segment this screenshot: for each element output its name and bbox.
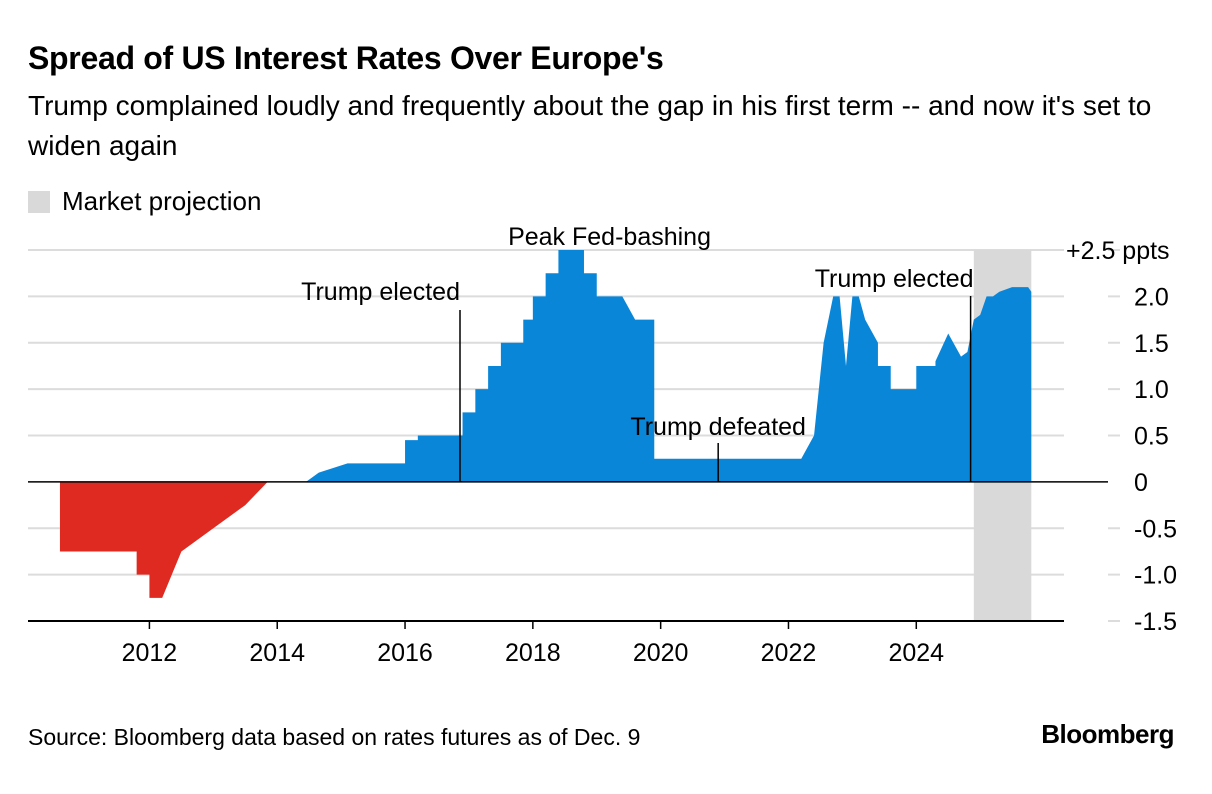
- annotation-trump-defeated: Trump defeated: [630, 413, 806, 441]
- x-tick-label: 2014: [249, 639, 305, 667]
- y-tick-labels: +2.5 ppts 2.0 1.5 1.0 0.5 0 -0.5 -1.0 -1.5: [1066, 237, 1177, 636]
- y-tick-label: +2.5 ppts: [1066, 237, 1170, 265]
- x-tick-label: 2020: [633, 639, 689, 667]
- axis-layer: [28, 481, 1108, 622]
- x-tick-label: 2022: [761, 639, 817, 667]
- legend-swatch: [28, 190, 50, 213]
- positive-area: [59, 250, 1032, 482]
- x-tick-label: 2012: [122, 639, 178, 667]
- y-tick-label: 1.0: [1134, 376, 1169, 404]
- y-tick-label: 1.5: [1134, 330, 1169, 358]
- negative-area: [59, 481, 1032, 598]
- y-tick-label: -1.0: [1134, 562, 1177, 590]
- source-note: Source: Bloomberg data based on rates fu…: [28, 724, 641, 750]
- y-tick-label: 0.5: [1134, 423, 1169, 451]
- y-tick-label: 0: [1134, 469, 1148, 497]
- x-tick-label: 2024: [888, 639, 944, 667]
- x-tick-labels: 2012 2014 2016 2018 2020 2022 2024: [122, 621, 944, 667]
- y-tick-label: 2.0: [1134, 283, 1169, 311]
- x-tick-label: 2016: [377, 639, 433, 667]
- y-tick-label: -0.5: [1134, 515, 1177, 543]
- bloomberg-logo: Bloomberg: [1041, 719, 1174, 749]
- annotation-trump-elected-2016: Trump elected: [301, 278, 460, 306]
- chart-subtitle: Trump complained loudly and frequently a…: [28, 90, 1152, 161]
- area-layer: [59, 250, 1032, 598]
- legend-label: Market projection: [62, 186, 262, 216]
- y-tick-label: -1.5: [1134, 608, 1177, 636]
- x-tick-label: 2018: [505, 639, 561, 667]
- annotation-trump-elected-2024: Trump elected: [815, 265, 974, 293]
- chart-title: Spread of US Interest Rates Over Europe'…: [28, 40, 664, 76]
- annotation-layer: Trump elected Peak Fed-bashing Trump defea…: [301, 223, 974, 482]
- annotation-peak-fed-bashing: Peak Fed-bashing: [508, 223, 711, 251]
- legend: Market projection: [28, 186, 261, 217]
